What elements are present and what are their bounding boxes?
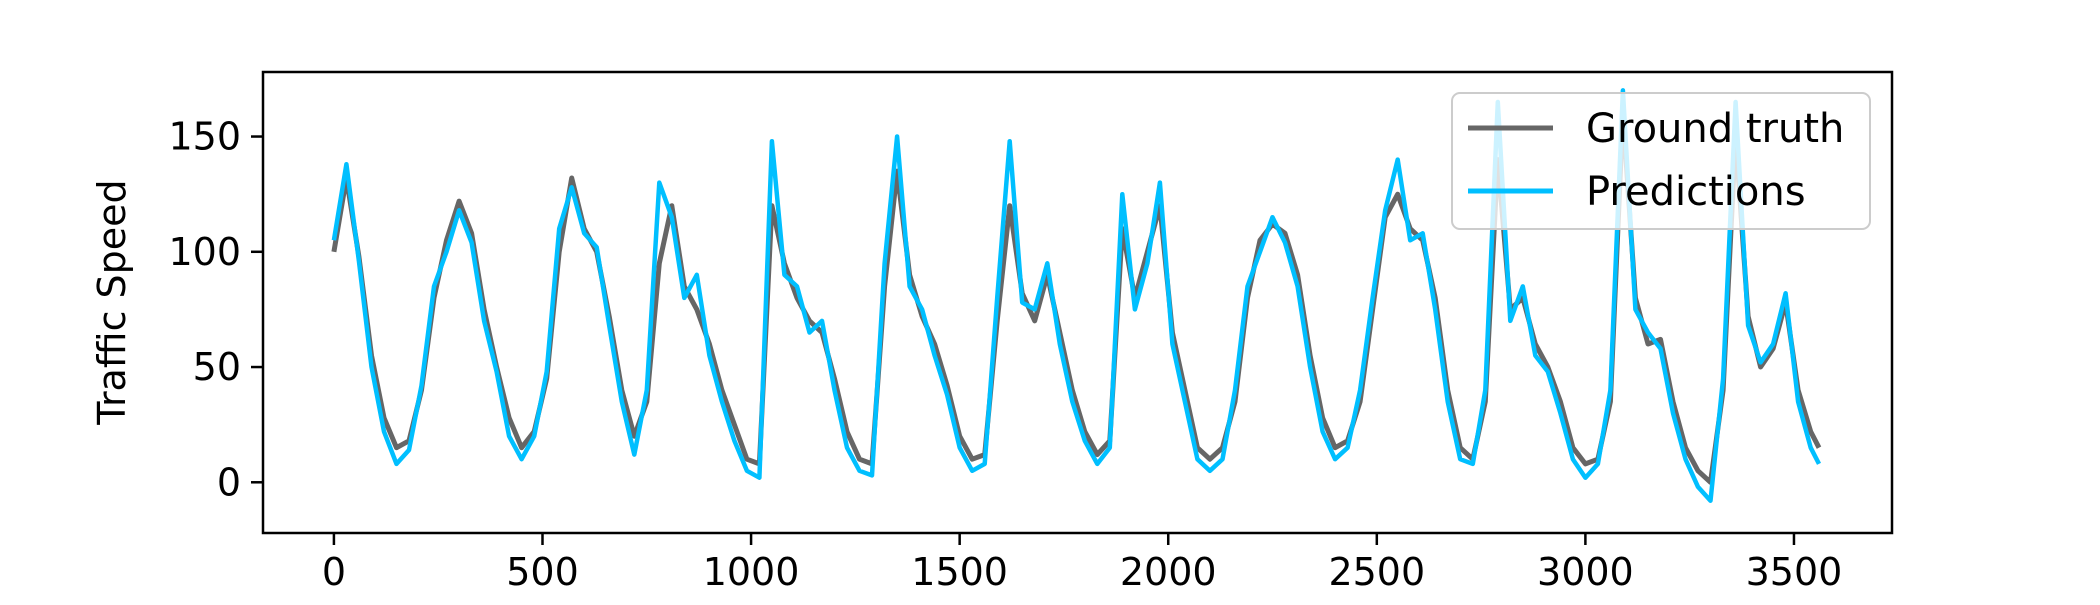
legend-label-ground-truth: Ground truth bbox=[1586, 106, 1844, 152]
x-tick-label: 2500 bbox=[1328, 550, 1425, 594]
x-tick-label: 0 bbox=[322, 550, 346, 594]
x-tick-label: 1500 bbox=[911, 550, 1008, 594]
plot-frame bbox=[261, 70, 1894, 535]
legend: Ground truth Predictions bbox=[1451, 92, 1871, 230]
y-tick-label: 150 bbox=[168, 115, 241, 159]
y-axis-title: Traffic Speed bbox=[90, 179, 134, 425]
y-tick-label: 100 bbox=[168, 230, 241, 274]
y-tick-label: 50 bbox=[193, 345, 241, 389]
x-tick-label: 500 bbox=[506, 550, 579, 594]
y-tick-label: 0 bbox=[217, 460, 241, 504]
x-tick-label: 2000 bbox=[1120, 550, 1217, 594]
x-tick-label: 3500 bbox=[1746, 550, 1843, 594]
y-axis: 0 50 100 150 bbox=[168, 115, 263, 504]
series-layer bbox=[331, 88, 1822, 503]
legend-box bbox=[1451, 92, 1871, 230]
legend-label-predictions: Predictions bbox=[1586, 169, 1806, 215]
x-tick-label: 3000 bbox=[1537, 550, 1634, 594]
x-tick-label: 1000 bbox=[703, 550, 800, 594]
series-line-predictions bbox=[331, 88, 1822, 503]
x-axis: 0 500 1000 1500 2000 2500 3000 3500 bbox=[322, 533, 1843, 594]
